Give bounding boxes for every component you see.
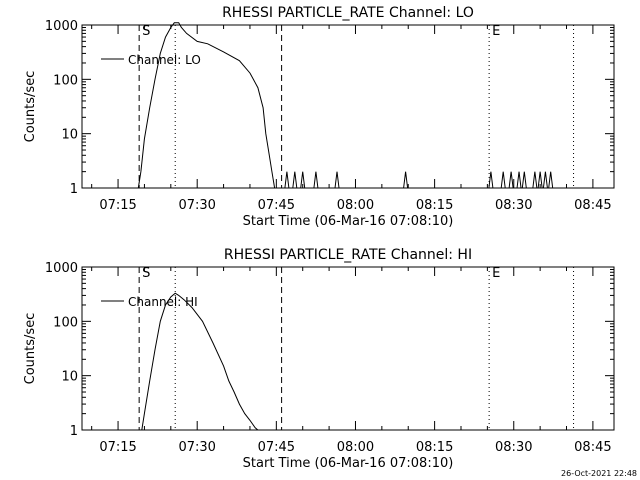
x-tick-label: 08:15	[416, 440, 453, 455]
x-tick-label: 08:00	[337, 198, 374, 213]
legend-entry: Channel: LO	[128, 53, 201, 67]
y-tick-label: 10	[61, 370, 78, 385]
spike-mark	[537, 171, 543, 189]
x-tick-label: 08:30	[495, 440, 532, 455]
spike-mark	[313, 171, 319, 189]
x-tick-label: 07:15	[99, 440, 136, 455]
x-tick-label: 07:45	[258, 440, 295, 455]
spike-mark	[521, 171, 527, 189]
spike-mark	[516, 171, 522, 189]
spike-mark	[284, 171, 290, 189]
y-tick-label: 10	[61, 128, 78, 143]
spike-mark	[403, 171, 409, 189]
footer-timestamp: 26-Oct-2021 22:48	[561, 469, 637, 478]
spike-mark	[500, 171, 506, 189]
chart-1: RHESSI PARTICLE_RATE Channel: HI 1 10 100 10…	[23, 247, 615, 471]
x-axis-label: Start Time (06-Mar-16 07:08:10)	[243, 456, 454, 471]
spike-mark	[488, 171, 494, 189]
y-tick-label: 100	[53, 73, 78, 88]
x-tick-label: 08:45	[574, 198, 611, 213]
y-tick-label: 1000	[45, 261, 78, 276]
x-tick-label: 08:30	[495, 198, 532, 213]
spike-mark	[548, 171, 554, 189]
legend-entry: Channel: HI	[128, 295, 198, 309]
x-tick-label: 08:15	[416, 198, 453, 213]
x-tick-label: 07:30	[178, 198, 215, 213]
x-tick-label: 07:30	[178, 440, 215, 455]
series-line	[137, 22, 284, 189]
y-tick-label: 1	[70, 424, 78, 439]
x-axis-label: Start Time (06-Mar-16 07:08:10)	[243, 214, 454, 229]
spike-mark	[334, 171, 340, 189]
marker-label: E	[492, 24, 500, 39]
y-axis-label: Counts/sec	[23, 71, 38, 143]
spike-mark	[292, 171, 298, 189]
chart-title: RHESSI PARTICLE_RATE Channel: LO	[222, 5, 474, 21]
y-tick-label: 1000	[45, 19, 78, 34]
x-tick-label: 08:45	[574, 440, 611, 455]
plot-frame	[81, 24, 615, 189]
x-tick-label: 07:15	[99, 198, 136, 213]
spike-mark	[508, 171, 514, 189]
marker-label: S	[142, 24, 150, 39]
x-tick-label: 07:45	[258, 198, 295, 213]
spike-mark	[542, 171, 548, 189]
chart-0: RHESSI PARTICLE_RATE Channel: LO 1 10 100 10…	[23, 5, 615, 229]
plot-frame	[81, 266, 615, 431]
y-tick-label: 100	[53, 315, 78, 330]
y-axis-label: Counts/sec	[23, 313, 38, 385]
marker-label: S	[142, 266, 150, 281]
legend: Channel: LO	[101, 53, 201, 67]
spike-mark	[300, 171, 306, 189]
legend: Channel: HI	[101, 295, 198, 309]
marker-label: E	[492, 266, 500, 281]
chart-title: RHESSI PARTICLE_RATE Channel: HI	[224, 247, 472, 263]
x-tick-label: 08:00	[337, 440, 374, 455]
spike-mark	[532, 171, 538, 189]
series-line	[141, 292, 259, 431]
y-tick-label: 1	[70, 182, 78, 197]
